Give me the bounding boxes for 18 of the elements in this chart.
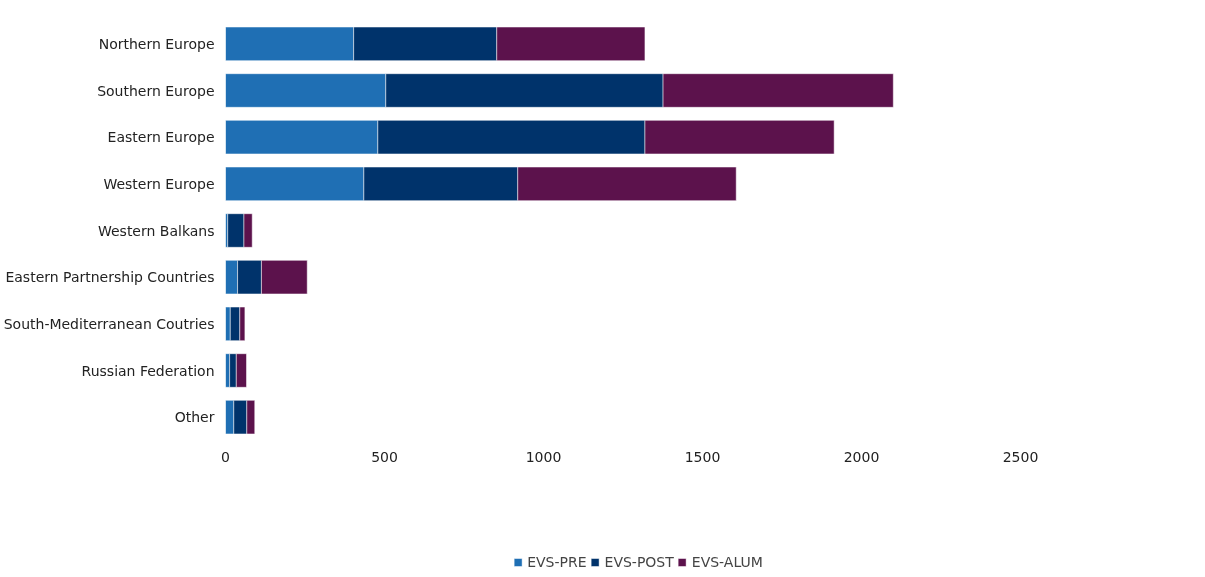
legend-label: EVS-PRE: [527, 554, 587, 570]
y-tick-label: Russian Federation: [81, 362, 215, 379]
y-tick-label: Other: [174, 409, 215, 426]
x-tick-label: 2500: [1002, 448, 1039, 465]
y-tick-label: South-Mediterranean Coutries: [3, 315, 215, 332]
y-tick-label: Eastern Partnership Countries: [5, 269, 215, 286]
x-tick-label: 2000: [843, 448, 880, 465]
y-tick-label: Northern Europe: [98, 35, 215, 52]
y-tick-label: Southern Europe: [97, 82, 215, 99]
legend-label: EVS-POST: [604, 554, 674, 570]
x-tick-label: 1000: [525, 448, 562, 465]
x-tick-label: 0: [221, 448, 230, 465]
x-tick-label: 1500: [684, 448, 721, 465]
y-tick-label: Eastern Europe: [107, 129, 215, 146]
y-tick-label: Western Balkans: [97, 222, 215, 239]
x-tick-label: 500: [371, 448, 398, 465]
legend-label: EVS-ALUM: [691, 554, 763, 570]
y-tick-label: Western Europe: [103, 175, 215, 192]
